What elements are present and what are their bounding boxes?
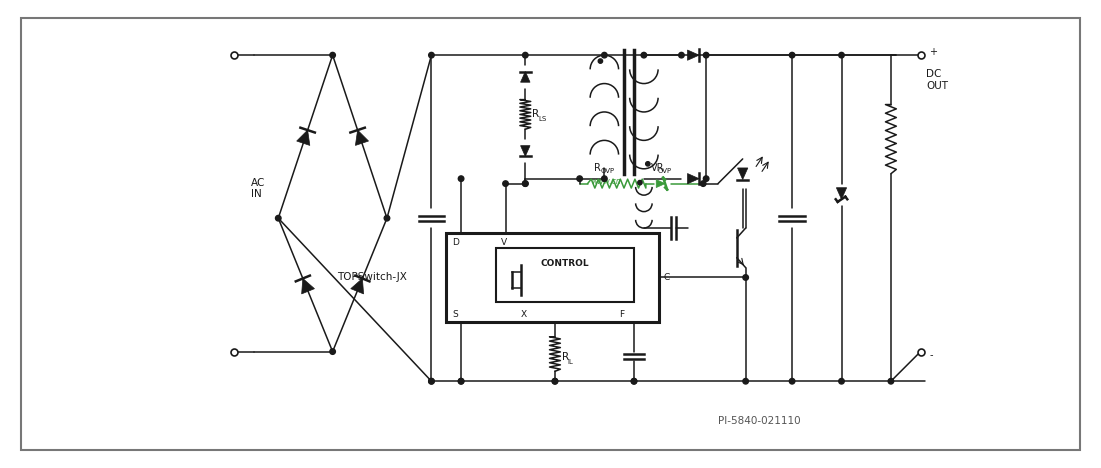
Text: PI-5840-021110: PI-5840-021110: [718, 416, 800, 426]
Circle shape: [601, 52, 607, 58]
Circle shape: [330, 52, 336, 58]
Circle shape: [275, 215, 281, 221]
Bar: [495, 248, 634, 302]
Text: R: R: [595, 163, 601, 173]
Circle shape: [678, 52, 684, 58]
Circle shape: [598, 59, 602, 63]
Circle shape: [704, 176, 709, 182]
Polygon shape: [302, 278, 315, 294]
Circle shape: [553, 379, 558, 384]
Text: D: D: [453, 238, 459, 247]
Polygon shape: [687, 50, 699, 60]
Text: OVP: OVP: [657, 168, 672, 174]
Circle shape: [637, 181, 642, 185]
Polygon shape: [356, 130, 369, 146]
Text: CONTROL: CONTROL: [541, 259, 589, 268]
Circle shape: [839, 379, 844, 384]
Polygon shape: [837, 188, 847, 199]
Circle shape: [645, 161, 650, 166]
Circle shape: [641, 52, 646, 58]
Text: C: C: [664, 273, 669, 282]
Polygon shape: [656, 180, 665, 188]
Text: R: R: [532, 110, 539, 119]
Circle shape: [631, 379, 636, 384]
Circle shape: [428, 379, 434, 384]
Circle shape: [601, 176, 607, 182]
Circle shape: [577, 176, 582, 182]
Text: S: S: [453, 310, 458, 319]
Circle shape: [523, 181, 528, 186]
Circle shape: [428, 379, 434, 384]
Circle shape: [428, 52, 434, 58]
Text: -: -: [930, 350, 937, 359]
Circle shape: [503, 181, 509, 186]
Circle shape: [330, 349, 336, 354]
Text: DC
OUT: DC OUT: [926, 69, 948, 91]
Polygon shape: [521, 146, 530, 156]
Polygon shape: [521, 72, 530, 82]
Circle shape: [384, 215, 390, 221]
Circle shape: [704, 52, 709, 58]
Circle shape: [889, 379, 894, 384]
Circle shape: [743, 379, 749, 384]
Text: R: R: [562, 351, 569, 361]
Circle shape: [523, 52, 528, 58]
Text: LS: LS: [538, 117, 546, 123]
Circle shape: [458, 379, 464, 384]
Circle shape: [700, 181, 706, 186]
Polygon shape: [687, 174, 699, 184]
Bar: [446, 233, 658, 322]
Text: www.cn: www.cn: [591, 177, 621, 186]
Circle shape: [523, 181, 528, 186]
Text: F: F: [619, 310, 624, 319]
Circle shape: [631, 379, 636, 384]
Circle shape: [789, 52, 795, 58]
Circle shape: [839, 52, 844, 58]
Circle shape: [743, 275, 749, 280]
Text: AC
IN: AC IN: [251, 178, 265, 199]
Circle shape: [789, 379, 795, 384]
Text: TOPSwitch-JX: TOPSwitch-JX: [337, 272, 407, 283]
Text: OVP: OVP: [600, 168, 614, 174]
Circle shape: [458, 176, 464, 182]
Polygon shape: [351, 278, 363, 294]
Text: +: +: [930, 47, 941, 57]
Circle shape: [553, 379, 558, 384]
Polygon shape: [296, 130, 309, 146]
Text: IL: IL: [568, 359, 574, 366]
Text: VR: VR: [651, 163, 664, 173]
Circle shape: [458, 379, 464, 384]
Polygon shape: [738, 168, 748, 180]
Text: V: V: [501, 238, 506, 247]
Text: X: X: [521, 310, 526, 319]
